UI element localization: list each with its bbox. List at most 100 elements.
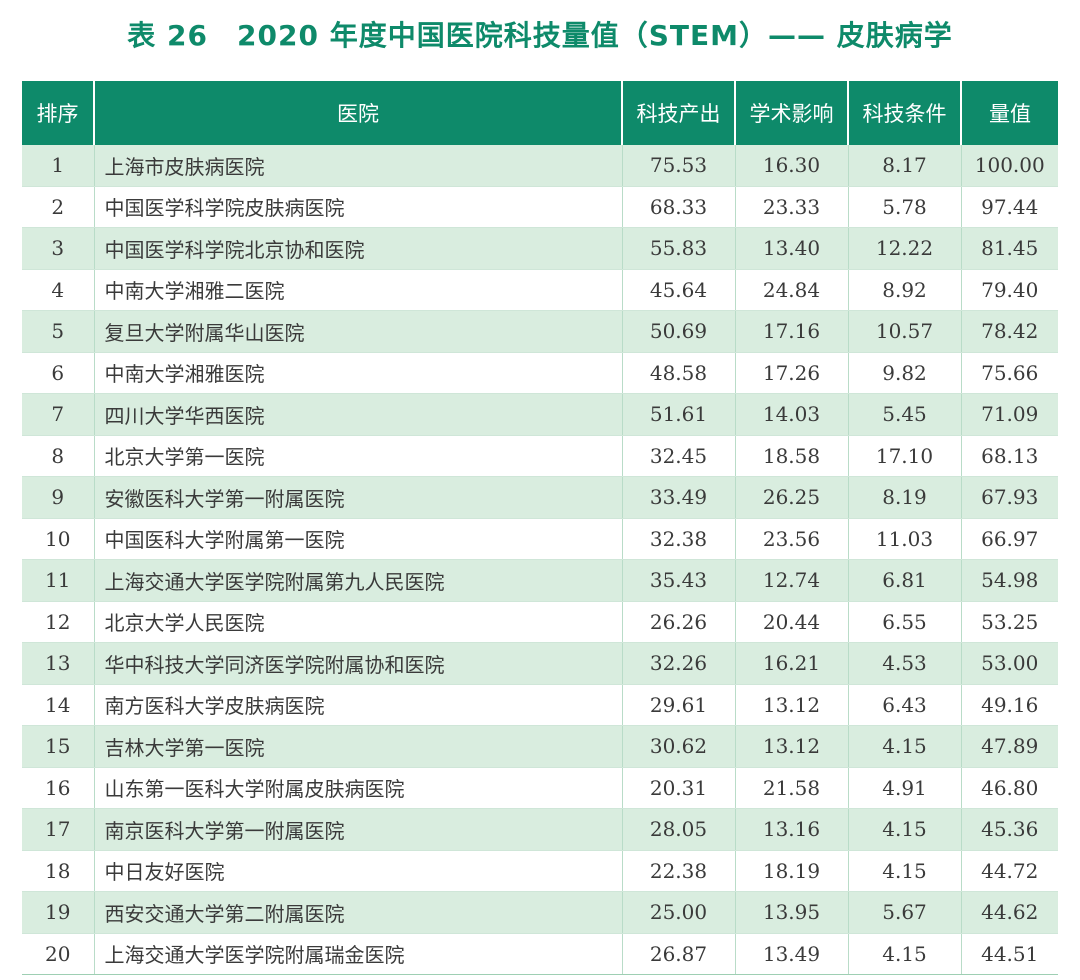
- tech-conditions-cell: 4.91: [848, 767, 962, 809]
- score-cell: 79.40: [961, 269, 1058, 311]
- hospital-name-cell: 上海市皮肤病医院: [94, 145, 623, 187]
- tech-output-cell: 75.53: [622, 145, 736, 187]
- score-cell: 78.42: [961, 310, 1058, 353]
- score-cell: 68.13: [961, 435, 1058, 477]
- academic-impact-cell: 13.12: [735, 725, 849, 768]
- score-cell: 45.36: [961, 808, 1058, 851]
- tech-output-cell: 68.33: [622, 186, 736, 228]
- hospital-name-cell: 复旦大学附属华山医院: [94, 310, 623, 353]
- tech-conditions-cell: 4.53: [848, 642, 962, 685]
- tech-conditions-cell: 12.22: [848, 227, 962, 270]
- table-row: 14 南方医科大学皮肤病医院 29.61 13.12 6.43 49.16: [22, 684, 1058, 726]
- academic-impact-cell: 13.12: [735, 684, 849, 726]
- table-row: 9 安徽医科大学第一附属医院 33.49 26.25 8.19 67.93: [22, 476, 1058, 519]
- tech-output-cell: 32.26: [622, 642, 736, 685]
- score-cell: 46.80: [961, 767, 1058, 809]
- score-cell: 66.97: [961, 518, 1058, 560]
- rank-cell: 3: [22, 227, 95, 270]
- stem-ranking-table: 排序 医院 科技产出 学术影响 科技条件 量值 1 上海市皮肤病医院 75.53 16…: [22, 81, 1058, 975]
- score-cell: 44.51: [961, 933, 1058, 975]
- table-row: 12 北京大学人民医院 26.26 20.44 6.55 53.25: [22, 601, 1058, 643]
- score-cell: 71.09: [961, 393, 1058, 436]
- academic-impact-cell: 16.30: [735, 145, 849, 187]
- tech-output-cell: 28.05: [622, 808, 736, 851]
- tech-output-cell: 26.26: [622, 601, 736, 643]
- rank-cell: 13: [22, 642, 95, 685]
- rank-cell: 9: [22, 476, 95, 519]
- rank-cell: 7: [22, 393, 95, 436]
- hospital-name-cell: 安徽医科大学第一附属医院: [94, 476, 623, 519]
- tech-output-cell: 20.31: [622, 767, 736, 809]
- score-cell: 75.66: [961, 352, 1058, 394]
- tech-output-cell: 55.83: [622, 227, 736, 270]
- tech-output-cell: 50.69: [622, 310, 736, 353]
- tech-conditions-cell: 8.19: [848, 476, 962, 519]
- table-row: 18 中日友好医院 22.38 18.19 4.15 44.72: [22, 850, 1058, 892]
- score-cell: 53.00: [961, 642, 1058, 685]
- tech-output-cell: 26.87: [622, 933, 736, 975]
- table-row: 11 上海交通大学医学院附属第九人民医院 35.43 12.74 6.81 54.98: [22, 559, 1058, 602]
- tech-conditions-cell: 8.17: [848, 145, 962, 187]
- rank-cell: 10: [22, 518, 95, 560]
- hospital-name-cell: 北京大学第一医院: [94, 435, 623, 477]
- tech-conditions-cell: 9.82: [848, 352, 962, 394]
- academic-impact-cell: 24.84: [735, 269, 849, 311]
- hospital-name-cell: 中国医学科学院北京协和医院: [94, 227, 623, 270]
- header-rank[interactable]: 排序: [22, 81, 95, 145]
- score-cell: 97.44: [961, 186, 1058, 228]
- score-cell: 100.00: [961, 145, 1058, 187]
- tech-conditions-cell: 6.43: [848, 684, 962, 726]
- score-cell: 53.25: [961, 601, 1058, 643]
- academic-impact-cell: 14.03: [735, 393, 849, 436]
- tech-output-cell: 48.58: [622, 352, 736, 394]
- tech-conditions-cell: 6.81: [848, 559, 962, 602]
- academic-impact-cell: 18.58: [735, 435, 849, 477]
- academic-impact-cell: 21.58: [735, 767, 849, 809]
- hospital-name-cell: 四川大学华西医院: [94, 393, 623, 436]
- rank-cell: 17: [22, 808, 95, 851]
- header-academic-impact[interactable]: 学术影响: [735, 81, 849, 145]
- table-row: 8 北京大学第一医院 32.45 18.58 17.10 68.13: [22, 435, 1058, 477]
- tech-conditions-cell: 4.15: [848, 808, 962, 851]
- rank-cell: 2: [22, 186, 95, 228]
- score-cell: 67.93: [961, 476, 1058, 519]
- rank-cell: 11: [22, 559, 95, 602]
- hospital-name-cell: 中国医科大学附属第一医院: [94, 518, 623, 560]
- tech-conditions-cell: 10.57: [848, 310, 962, 353]
- tech-output-cell: 33.49: [622, 476, 736, 519]
- table-row: 1 上海市皮肤病医院 75.53 16.30 8.17 100.00: [22, 145, 1058, 187]
- tech-output-cell: 29.61: [622, 684, 736, 726]
- tech-conditions-cell: 4.15: [848, 933, 962, 975]
- rank-cell: 6: [22, 352, 95, 394]
- table-row: 5 复旦大学附属华山医院 50.69 17.16 10.57 78.42: [22, 310, 1058, 353]
- table-row: 17 南京医科大学第一附属医院 28.05 13.16 4.15 45.36: [22, 808, 1058, 851]
- academic-impact-cell: 23.56: [735, 518, 849, 560]
- tech-output-cell: 32.38: [622, 518, 736, 560]
- hospital-name-cell: 中南大学湘雅二医院: [94, 269, 623, 311]
- academic-impact-cell: 13.16: [735, 808, 849, 851]
- header-tech-output[interactable]: 科技产出: [622, 81, 736, 145]
- hospital-name-cell: 南方医科大学皮肤病医院: [94, 684, 623, 726]
- academic-impact-cell: 18.19: [735, 850, 849, 892]
- header-tech-conditions[interactable]: 科技条件: [848, 81, 962, 145]
- tech-output-cell: 22.38: [622, 850, 736, 892]
- rank-cell: 5: [22, 310, 95, 353]
- table-row: 20 上海交通大学医学院附属瑞金医院 26.87 13.49 4.15 44.51: [22, 933, 1058, 975]
- rank-cell: 14: [22, 684, 95, 726]
- score-cell: 44.62: [961, 891, 1058, 934]
- tech-conditions-cell: 4.15: [848, 725, 962, 768]
- score-cell: 81.45: [961, 227, 1058, 270]
- hospital-name-cell: 西安交通大学第二附属医院: [94, 891, 623, 934]
- header-score[interactable]: 量值: [961, 81, 1058, 145]
- tech-conditions-cell: 6.55: [848, 601, 962, 643]
- header-hospital[interactable]: 医院: [94, 81, 623, 145]
- rank-cell: 16: [22, 767, 95, 809]
- tech-output-cell: 51.61: [622, 393, 736, 436]
- table-row: 7 四川大学华西医院 51.61 14.03 5.45 71.09: [22, 393, 1058, 436]
- rank-cell: 18: [22, 850, 95, 892]
- table-body: 1 上海市皮肤病医院 75.53 16.30 8.17 100.00 2 中国医学科学院皮肤病…: [22, 145, 1058, 975]
- hospital-name-cell: 中日友好医院: [94, 850, 623, 892]
- tech-output-cell: 45.64: [622, 269, 736, 311]
- score-cell: 44.72: [961, 850, 1058, 892]
- tech-output-cell: 35.43: [622, 559, 736, 602]
